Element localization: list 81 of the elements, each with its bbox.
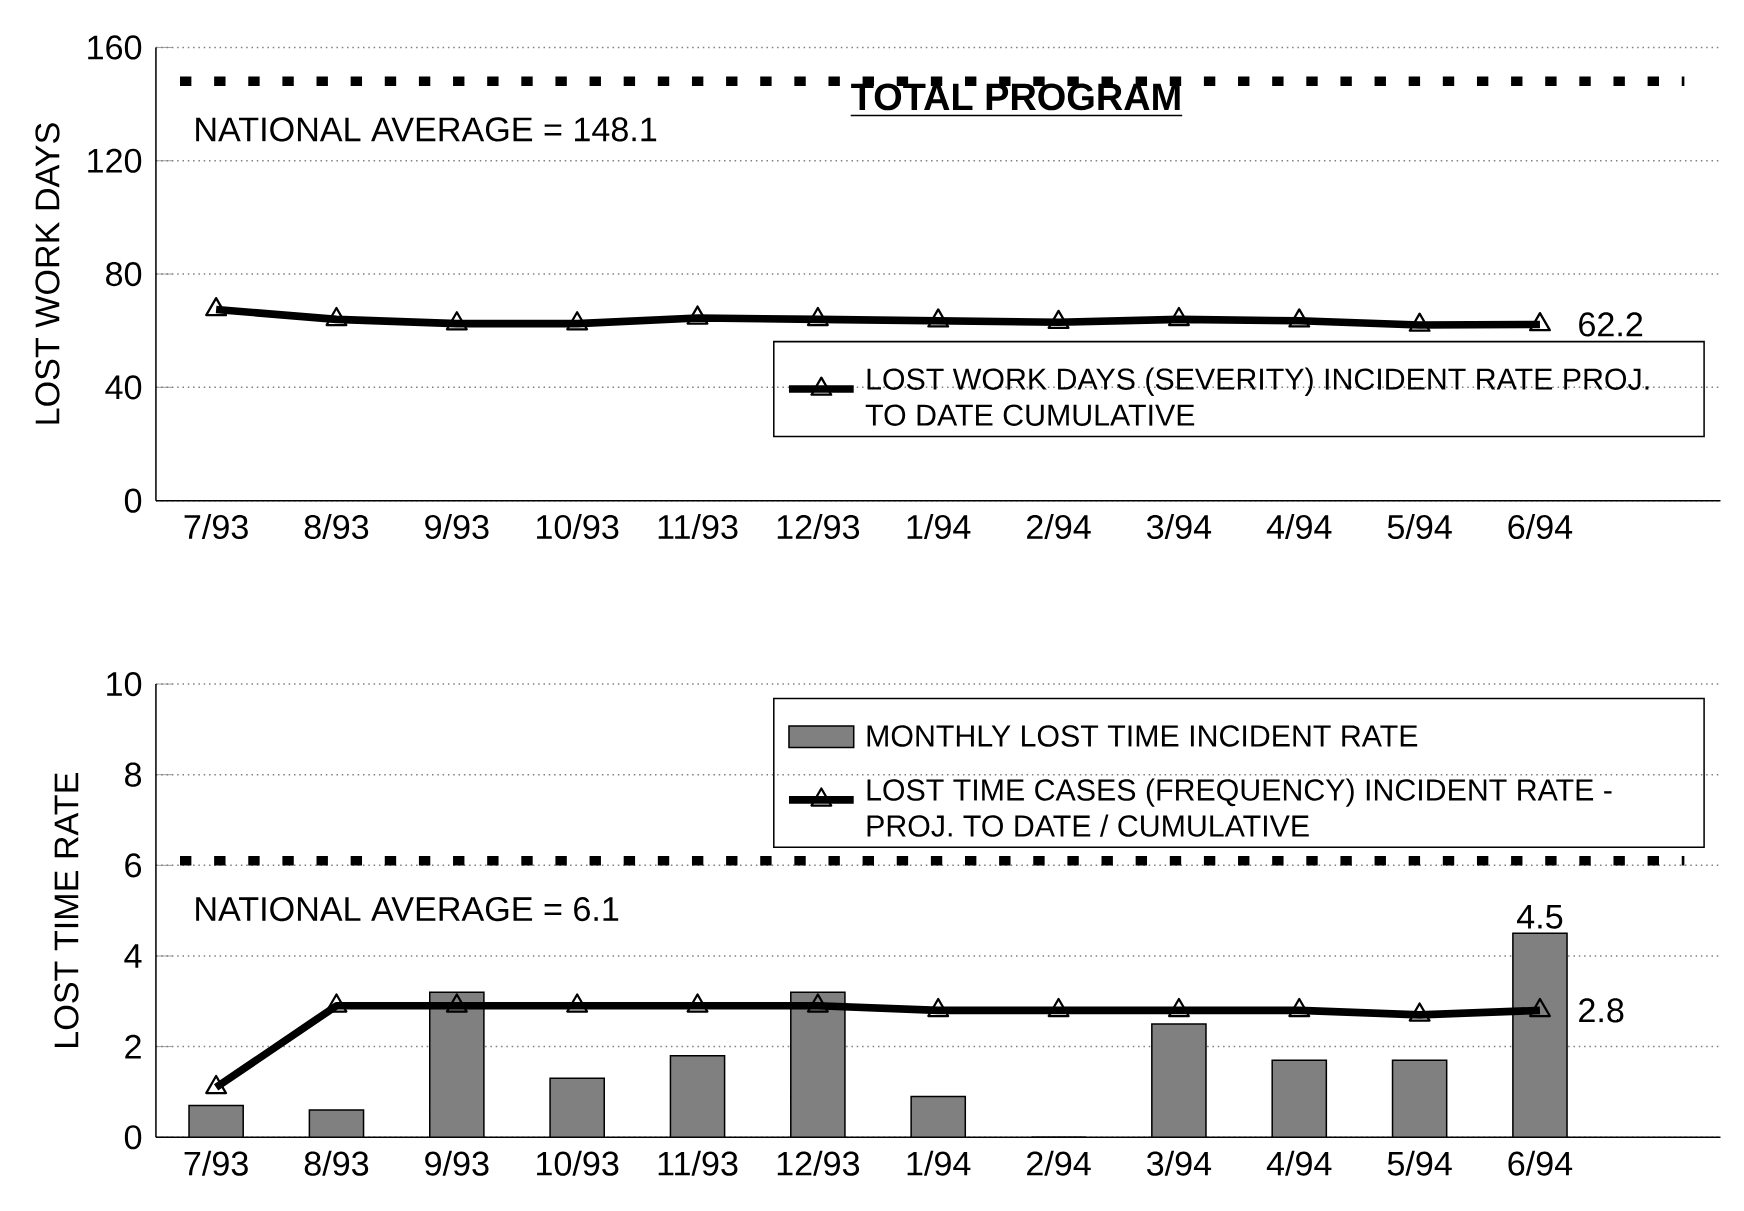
x-tick-label: 11/93	[658, 1150, 738, 1176]
legend-label: MONTHLY LOST TIME INCIDENT RATE	[867, 725, 1418, 747]
x-tick-label: 11/93	[658, 513, 738, 540]
x-tick-label: 1/94	[907, 513, 971, 540]
legend-label: LOST WORK DAYS (SEVERITY) INCIDENT RATE PROJ. TO DATE CUMULATIVE	[865, 367, 1649, 426]
bar	[550, 1078, 605, 1138]
y-tick-label: 8	[125, 762, 142, 787]
y-tick-label: 10	[107, 671, 142, 697]
bar	[1392, 1060, 1447, 1138]
x-tick-label: 3/94	[1147, 1150, 1212, 1176]
x-tick-label: 7/93	[184, 1150, 248, 1176]
point	[445, 993, 468, 1013]
x-tick-label: 8/93	[304, 1150, 369, 1176]
y-tick-label: 40	[105, 375, 142, 400]
x-tick-label: 3/94	[1147, 513, 1212, 540]
data-label: 62.2	[1579, 312, 1643, 337]
point	[806, 993, 829, 1013]
point	[205, 296, 228, 317]
point	[1528, 311, 1551, 332]
point	[1408, 312, 1431, 332]
x-tick-label: 12/93	[777, 513, 860, 540]
point	[566, 993, 589, 1013]
x-tick-label: 8/93	[304, 513, 369, 540]
point	[1047, 309, 1070, 329]
point	[1408, 1002, 1431, 1022]
point	[806, 306, 829, 327]
legend-label: LOST TIME CASES (FREQUENCY) INCIDENT RATE - PROJ. TO DATE / CUMULATIVE	[867, 778, 1612, 837]
y-tick-label: 6	[125, 853, 142, 878]
x-tick-label: 7/93	[184, 513, 248, 540]
y-tick-label: 0	[124, 488, 142, 513]
point	[325, 306, 348, 327]
y-tick-label: 80	[106, 261, 142, 287]
bar	[309, 1110, 364, 1138]
x-tick-label: 9/93	[425, 1150, 489, 1176]
ref-line-label: NATIONAL AVERAGE = 6.1	[196, 896, 619, 922]
point	[927, 997, 950, 1018]
point	[205, 1074, 228, 1095]
bar	[429, 992, 484, 1138]
y-tick-label: 4	[124, 944, 142, 968]
x-tick-label: 2/94	[1027, 513, 1091, 540]
bar	[189, 1105, 244, 1138]
point	[927, 308, 950, 328]
x-tick-label: 2/94	[1027, 1150, 1091, 1176]
x-tick-label: 6/94	[1508, 1150, 1573, 1176]
x-tick-label: 5/94	[1387, 513, 1452, 540]
point	[686, 305, 709, 325]
y-tick-label: 160	[88, 35, 142, 60]
point	[445, 311, 468, 331]
x-tick-label: 9/93	[425, 513, 489, 540]
x-tick-label: 4/94	[1266, 513, 1332, 540]
point	[1047, 997, 1070, 1018]
text: TOTAL PROGRAM	[851, 83, 1180, 111]
point	[325, 993, 348, 1013]
y-axis-title: LOST WORK DAYS	[35, 123, 60, 424]
point	[566, 311, 589, 331]
point	[1167, 306, 1190, 327]
x-tick-label: 5/94	[1387, 1150, 1452, 1176]
bar	[1151, 1023, 1206, 1138]
point	[686, 993, 709, 1013]
point	[1288, 997, 1311, 1018]
y-tick-label: 2	[125, 1034, 141, 1059]
data-label: 4.5	[1517, 904, 1563, 929]
bar	[1512, 932, 1568, 1138]
x-tick-label: 10/93	[537, 513, 619, 540]
x-tick-label: 6/94	[1508, 513, 1573, 540]
bar	[911, 1096, 966, 1138]
point	[1528, 997, 1551, 1018]
data-label: 2.8	[1579, 998, 1624, 1023]
point	[1288, 308, 1311, 328]
y-axis-title: LOST TIME RATE	[54, 772, 79, 1047]
x-tick-label: 4/94	[1266, 1150, 1332, 1176]
x-tick-label: 10/93	[537, 1150, 619, 1176]
bar	[1272, 1060, 1327, 1138]
y-tick-label: 0	[124, 1125, 142, 1150]
bar	[790, 992, 845, 1138]
x-tick-label: 1/94	[907, 1150, 971, 1176]
y-tick-label: 120	[88, 148, 142, 173]
x-tick-label: 12/93	[777, 1150, 860, 1176]
bar	[670, 1055, 725, 1138]
ref-line-label: NATIONAL AVERAGE = 148.1	[196, 117, 657, 142]
point	[1167, 997, 1190, 1018]
